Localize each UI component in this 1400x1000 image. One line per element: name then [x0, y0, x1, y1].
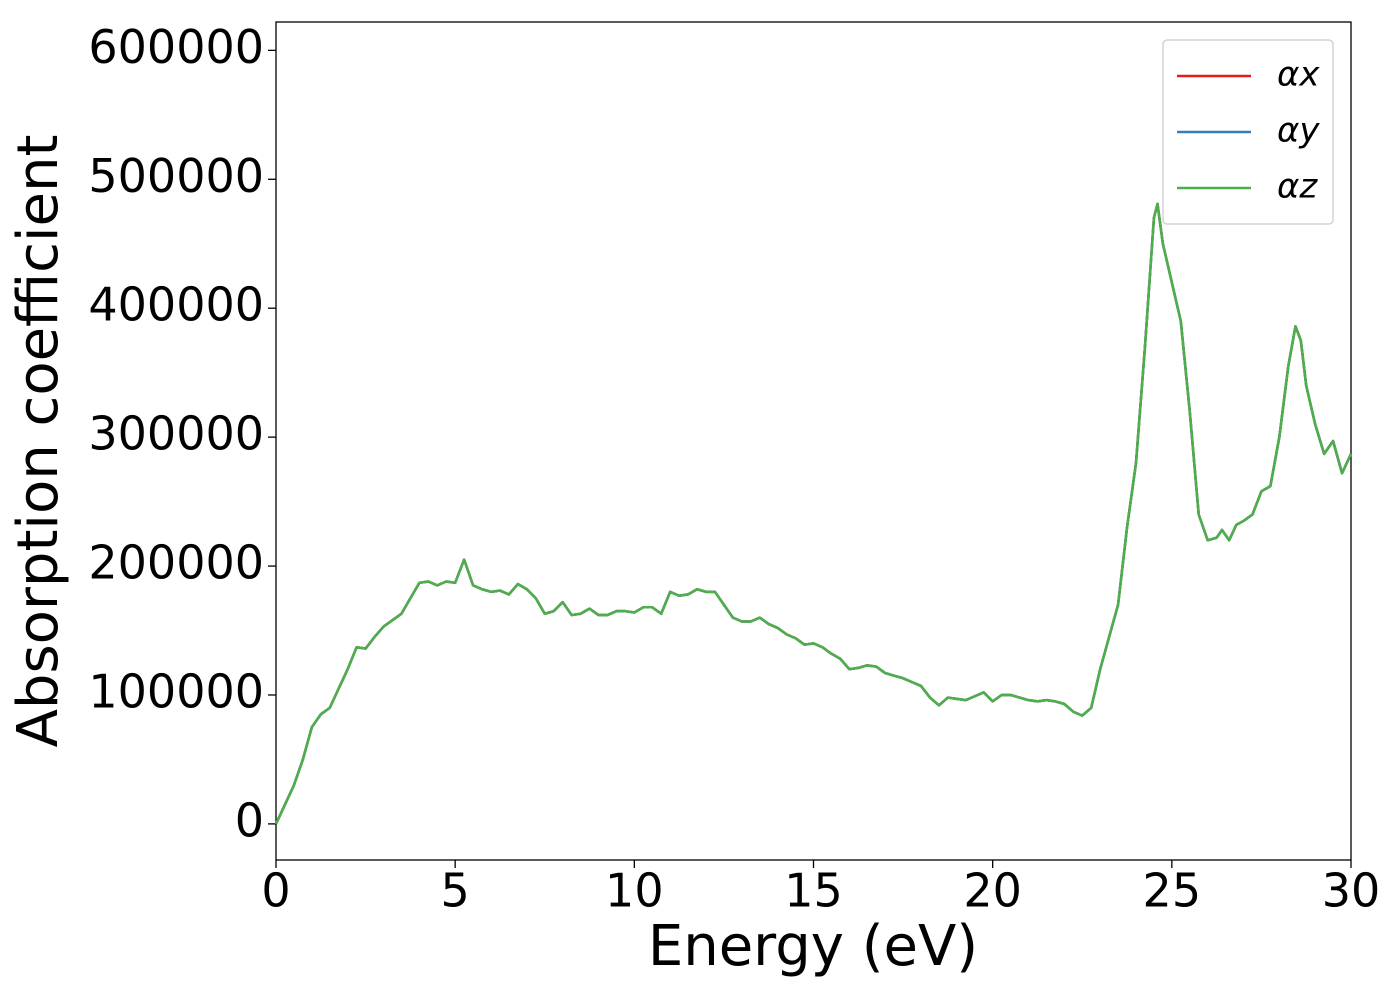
x-tick-label: 5 [441, 864, 470, 918]
series-line [274, 202, 1353, 825]
legend-label: αy [1277, 111, 1320, 151]
y-tick-label: 0 [235, 793, 264, 847]
x-tick-label: 15 [784, 864, 843, 918]
x-tick-label: 0 [261, 864, 290, 918]
series-line [274, 202, 1353, 825]
y-tick-label: 100000 [88, 664, 264, 718]
y-tick-label: 600000 [88, 20, 264, 74]
series-line [274, 202, 1353, 825]
y-axis-label: Absorption coefficient [6, 135, 71, 748]
x-tick-label: 25 [1143, 864, 1202, 918]
y-tick-label: 400000 [88, 278, 264, 332]
x-tick-label: 20 [963, 864, 1022, 918]
x-axis-label: Energy (eV) [648, 914, 978, 979]
x-tick-label: 10 [605, 864, 664, 918]
x-tick-label: 30 [1322, 864, 1381, 918]
legend-label: αx [1277, 55, 1320, 95]
y-tick-label: 300000 [88, 407, 264, 461]
y-tick-label: 500000 [88, 149, 264, 203]
legend-label: αz [1277, 167, 1318, 207]
y-tick-label: 200000 [88, 536, 264, 590]
